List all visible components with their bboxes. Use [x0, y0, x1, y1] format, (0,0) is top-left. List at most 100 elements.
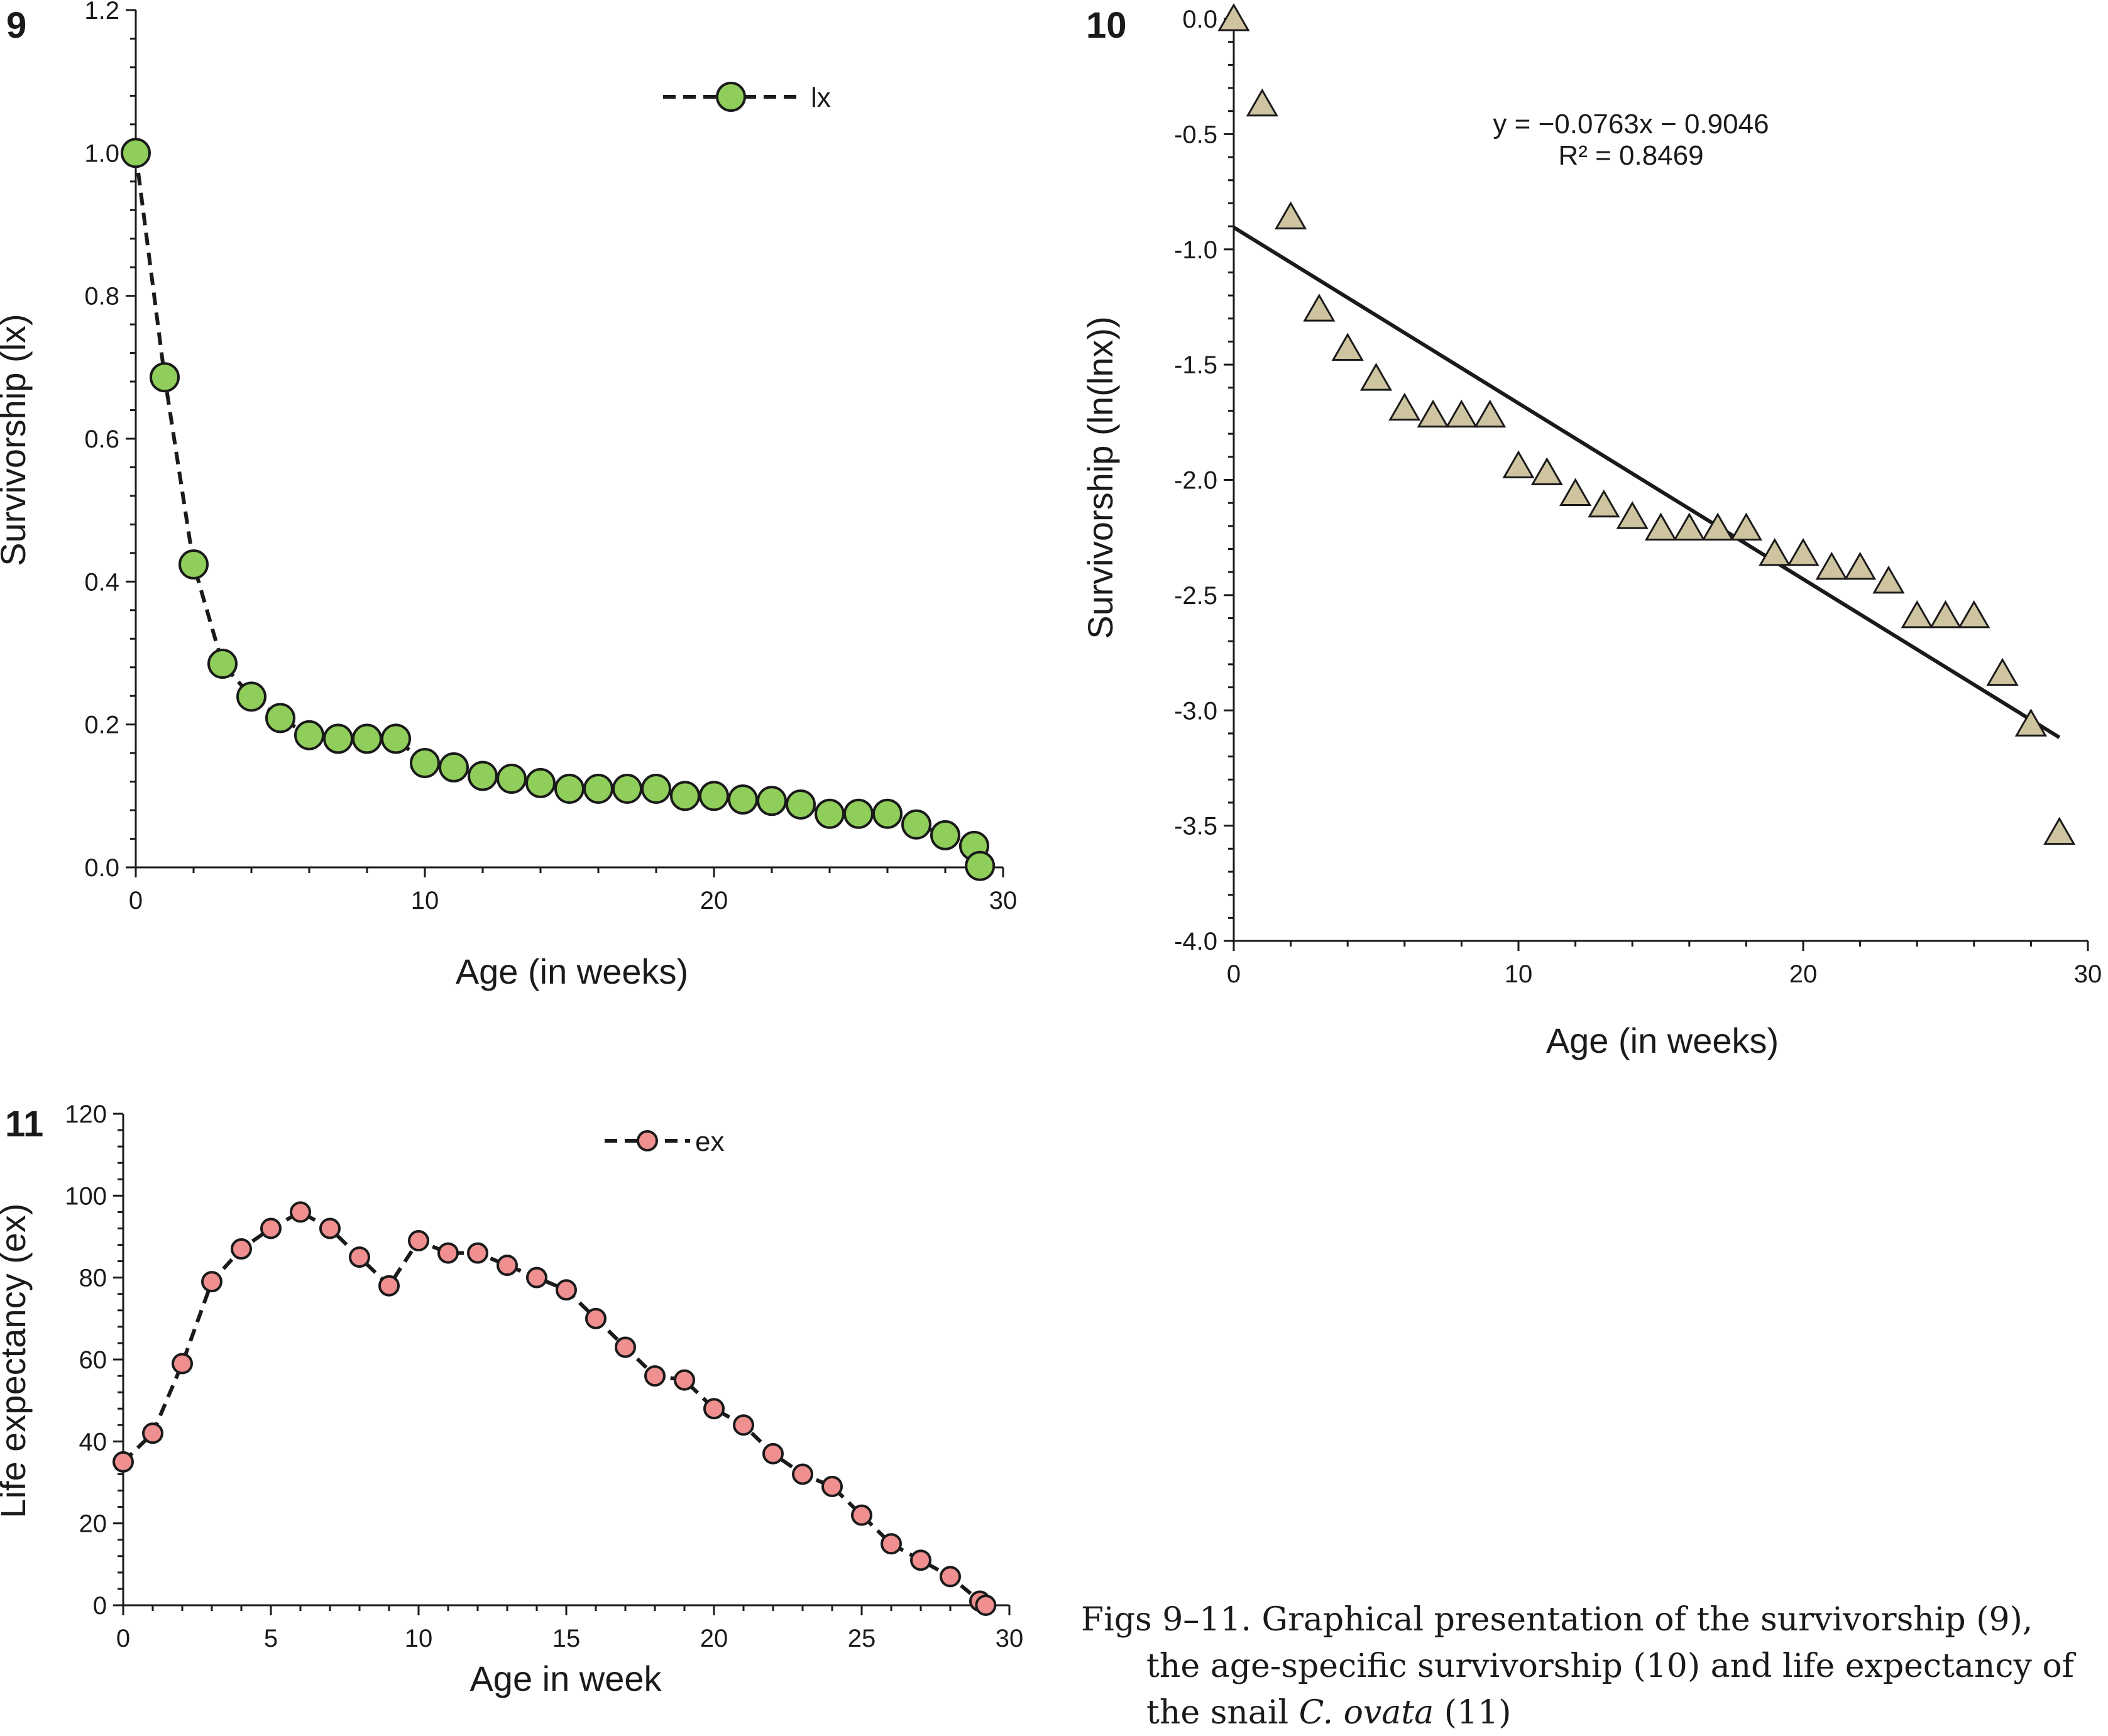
data-point — [762, 1442, 784, 1464]
data-point — [815, 798, 845, 829]
chart-panel-9: 9 0.0 0.2 0.4 0.6 0.8 1.0 1.2 0 10 20 30 Age (in wee… — [0, 0, 1017, 991]
data-point — [641, 773, 671, 804]
data-point — [851, 1504, 872, 1526]
chart-panel-10: 10 0.0 -0.5 -1.0 -1.5 -2.0 -2.5 -3.0 -3.5 -4.0 0 10… — [1080, 3, 2102, 1060]
data-point — [1616, 501, 1649, 529]
x-tick-label: 10 — [411, 887, 439, 915]
data-point — [178, 549, 209, 580]
data-point — [1673, 512, 1706, 541]
data-point — [1359, 363, 1393, 391]
caption-line-1: Figs 9–11. Graphical presentation of the… — [1081, 1601, 2033, 1639]
x-tick-label: 30 — [989, 887, 1018, 915]
x-tick-label: 25 — [848, 1625, 876, 1652]
data-point — [408, 1230, 429, 1252]
y-tick-label: 0.0 — [1182, 6, 1217, 33]
data-point — [1844, 551, 1877, 580]
data-point — [1787, 537, 1820, 566]
data-point — [121, 138, 151, 168]
x-tick-label: 0 — [129, 887, 143, 915]
caption-line-3-prefix: the snail — [1146, 1694, 1299, 1732]
data-point — [670, 781, 700, 811]
data-point — [1388, 392, 1421, 421]
data-point — [703, 1398, 725, 1420]
x-tick-label: 20 — [1789, 960, 1818, 988]
x-tick-label: 10 — [405, 1625, 433, 1652]
data-point — [733, 1414, 754, 1436]
data-point — [439, 752, 469, 783]
data-point — [113, 1451, 134, 1473]
data-point — [674, 1369, 695, 1391]
data-point — [975, 1595, 997, 1616]
data-point — [1901, 600, 1933, 629]
data-point — [940, 1566, 961, 1588]
data-point — [437, 1242, 459, 1264]
figure-caption: Figs 9–11. Graphical presentation of the… — [1081, 1596, 2099, 1736]
y-tick-label: -4.0 — [1174, 928, 1217, 955]
caption-species-name: C. ovata — [1298, 1694, 1434, 1732]
data-point — [792, 1463, 813, 1485]
legend-marker — [716, 82, 746, 112]
y-tick-label: -2.0 — [1174, 467, 1217, 495]
y-tick-label: 0.8 — [84, 283, 119, 310]
data-point — [352, 723, 382, 754]
y-tick-label: 40 — [79, 1428, 107, 1456]
data-point — [1588, 489, 1620, 518]
x-axis-label: Age (in weeks) — [1546, 1021, 1779, 1060]
data-point — [2043, 816, 2076, 845]
data-point — [323, 723, 353, 754]
data-point — [843, 798, 874, 829]
data-point — [265, 703, 295, 733]
y-tick-label: 1.0 — [84, 140, 119, 167]
chart-panel-11: 11 0 20 40 60 80 100 120 0 5 10 15 20 25 30 Age in week… — [0, 1101, 1023, 1698]
data-point — [1445, 399, 1478, 428]
data-point — [757, 786, 787, 816]
data-point — [349, 1246, 370, 1268]
panel-number-label: 10 — [1086, 5, 1127, 46]
data-point — [554, 773, 585, 804]
legend-marker — [637, 1130, 658, 1151]
panel-number-label: 9 — [6, 5, 26, 46]
data-point — [1559, 478, 1592, 506]
series-line-ex — [121, 1209, 987, 1607]
data-point — [319, 1217, 341, 1239]
y-tick-label: 0.6 — [84, 426, 119, 453]
x-tick-label: 30 — [2074, 960, 2102, 988]
data-point — [1217, 3, 1250, 31]
legend-label: lx — [811, 82, 831, 113]
data-point — [1417, 399, 1449, 428]
x-axis-label: Age (in weeks) — [456, 952, 688, 991]
data-point — [1759, 537, 1791, 566]
data-point — [142, 1422, 163, 1444]
data-point — [821, 1476, 843, 1498]
y-tick-label: 60 — [79, 1346, 107, 1374]
data-point — [585, 1307, 607, 1329]
y-tick-label: -3.0 — [1174, 697, 1217, 725]
y-tick-label: 0.0 — [84, 854, 119, 882]
data-point — [1986, 657, 2019, 686]
data-point — [2014, 708, 2047, 737]
data-point — [1331, 332, 1364, 361]
data-point — [1502, 450, 1535, 478]
data-point — [526, 1266, 547, 1288]
data-point — [260, 1217, 282, 1239]
data-point — [468, 761, 498, 791]
y-axis-label: Survivorship (ln(lnx)) — [1080, 316, 1120, 639]
data-point — [1246, 88, 1278, 117]
data-point — [236, 681, 266, 712]
data-point — [1474, 399, 1507, 428]
data-point — [201, 1271, 222, 1293]
data-point — [901, 809, 931, 840]
x-tick-label: 5 — [264, 1625, 278, 1652]
caption-line-2: the age-specific survivorship (10) and l… — [1146, 1647, 2075, 1685]
y-tick-label: 0.4 — [84, 568, 119, 596]
trendline — [1232, 226, 2061, 739]
data-point — [525, 767, 556, 798]
y-tick-label: -1.0 — [1174, 236, 1217, 264]
y-tick-label: 0.2 — [84, 711, 119, 739]
data-point — [467, 1242, 488, 1264]
y-tick-label: 20 — [79, 1510, 107, 1538]
data-point — [172, 1353, 193, 1375]
data-point — [1929, 600, 1962, 629]
data-point — [1872, 565, 1905, 594]
data-point — [1730, 512, 1762, 541]
